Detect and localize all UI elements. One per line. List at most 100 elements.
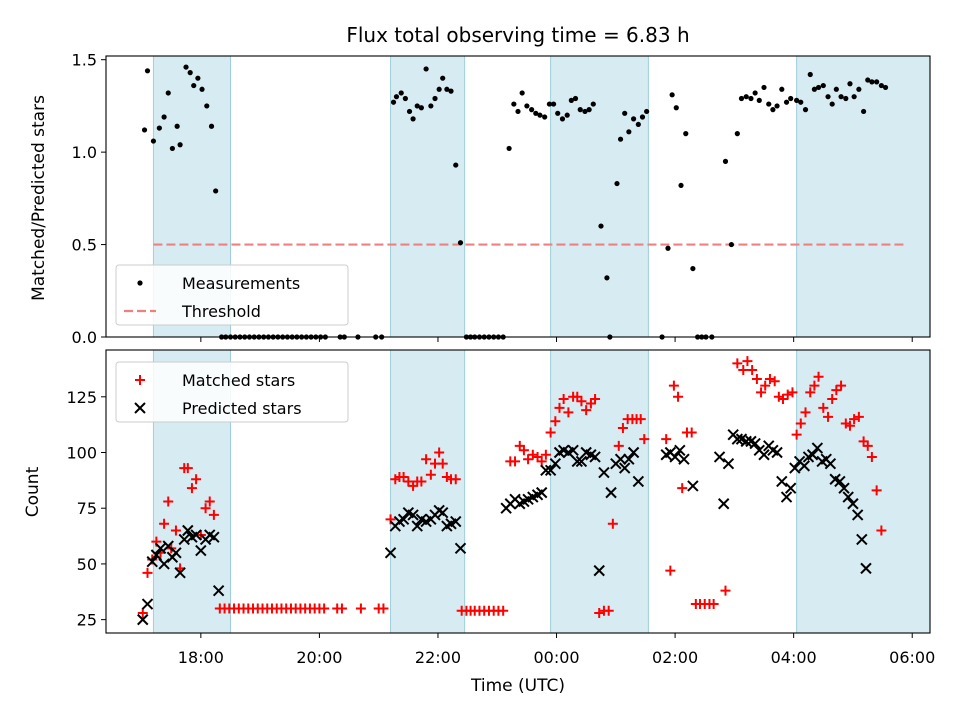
measurement-point (761, 84, 767, 91)
count-axes: 25 50 75 100 125 (66, 349, 931, 638)
matched-stars-marker (594, 607, 605, 618)
measurement-point (432, 95, 438, 102)
predicted-stars-marker (567, 444, 579, 456)
measurement-point (874, 79, 880, 85)
matched-stars-marker (708, 599, 719, 610)
matched-stars-marker (607, 518, 618, 529)
matched-stars-marker (742, 356, 753, 367)
matched-stars-marker (769, 376, 780, 387)
measurement-point (555, 110, 561, 116)
measurement-point (861, 108, 867, 115)
predicted-stars-marker (593, 564, 605, 577)
predicted-stars-marker (687, 480, 699, 492)
predicted-stars-marker (411, 520, 423, 532)
matched-stars-marker (163, 496, 174, 507)
matched-stars-marker (450, 474, 461, 485)
measurement-point (802, 107, 809, 113)
measurement-point (577, 107, 583, 113)
matched-stars-marker (661, 434, 672, 445)
predicted-stars-marker (860, 562, 872, 575)
measurement-point (598, 223, 604, 229)
matched-stars-marker (831, 385, 842, 396)
matched-stars-marker (805, 387, 816, 398)
measurement-point (572, 95, 579, 102)
x-tick-label: 20:00 (296, 648, 342, 667)
predicted-stars-marker (674, 444, 686, 456)
matched-stars-marker (668, 380, 679, 391)
matched-stars-marker (421, 454, 432, 465)
predicted-stars-marker (806, 449, 819, 461)
matched-stars-marker (751, 373, 762, 384)
measurement-point (444, 86, 450, 92)
measurement-point (815, 84, 822, 91)
matched-stars-marker (518, 445, 529, 456)
count-panel: 25 50 75 100 125 Count Matched stars Predicte… (23, 349, 931, 638)
y-tick-label: 0.0 (72, 328, 97, 347)
measurement-point (851, 94, 857, 100)
matched-stars-marker (791, 429, 802, 440)
x-tick-label: 06:00 (889, 648, 935, 667)
matched-stars-marker (416, 476, 427, 487)
ratio-panel: 0.0 0.5 1.0 1.5 Matched/Predicted stars Mea… (29, 51, 931, 347)
matched-stars-marker (853, 411, 864, 422)
predicted-stars-marker (842, 491, 854, 503)
predicted-stars-marker (182, 524, 194, 537)
predicted-stars-marker (847, 498, 859, 510)
shaded-interval (390, 55, 466, 338)
matched-stars-marker (550, 416, 561, 427)
measurement-point (882, 84, 889, 91)
predicted-stars-marker (678, 453, 690, 465)
matched-stars-marker (498, 605, 509, 616)
matched-stars-marker (137, 607, 148, 618)
matched-stars-marker (204, 496, 215, 507)
measurement-point (208, 123, 215, 129)
measurement-point (542, 114, 548, 120)
measurement-point (406, 108, 413, 115)
shaded-interval (796, 55, 931, 338)
measurement-point (838, 94, 844, 100)
predicted-stars-marker (174, 567, 186, 579)
legend-matched-marker (135, 375, 145, 385)
shaded-interval (550, 349, 649, 634)
predicted-stars-marker (834, 475, 846, 488)
measurement-point (798, 99, 804, 105)
matched-stars-marker (186, 483, 197, 494)
matched-stars-marker (355, 603, 366, 614)
measurement-point (187, 70, 193, 76)
measurement-point (457, 240, 464, 246)
measurement-point (428, 103, 434, 109)
legend-label: Predicted stars (182, 399, 302, 418)
measurement-point (825, 94, 831, 100)
measurement-point (644, 108, 650, 115)
matched-stars-marker (732, 358, 743, 369)
legend-label: Measurements (182, 274, 300, 293)
measurement-point (156, 125, 162, 131)
matched-stars-marker (545, 427, 556, 438)
matched-stars-marker (510, 456, 521, 467)
predicted-stars-marker (618, 462, 631, 474)
axes-frame (105, 349, 931, 634)
measurement-point (537, 112, 543, 118)
measurement-point (807, 71, 813, 78)
measurement-point (630, 116, 637, 122)
measurement-point (436, 86, 442, 92)
matched-stars-marker (876, 525, 887, 536)
measurement-point (213, 188, 219, 194)
matched-stars-marker (795, 418, 806, 429)
measurement-point (683, 131, 689, 137)
matched-stars-marker (319, 603, 330, 614)
count-legend: Matched stars Predicted stars (115, 361, 349, 423)
measurement-point (582, 108, 588, 115)
predicted-stars-marker (824, 457, 837, 470)
predicted-stars-marker (454, 542, 467, 555)
matched-stars-marker (182, 463, 193, 474)
measurement-point (150, 138, 157, 144)
matched-stars-marker (603, 605, 614, 616)
y-tick-label: 0.5 (72, 236, 97, 255)
matched-stars-marker (208, 509, 219, 520)
shaded-interval (390, 349, 466, 634)
matched-stars-marker (866, 451, 877, 462)
measurement-point (568, 97, 574, 103)
matched-stars-marker (844, 420, 855, 431)
